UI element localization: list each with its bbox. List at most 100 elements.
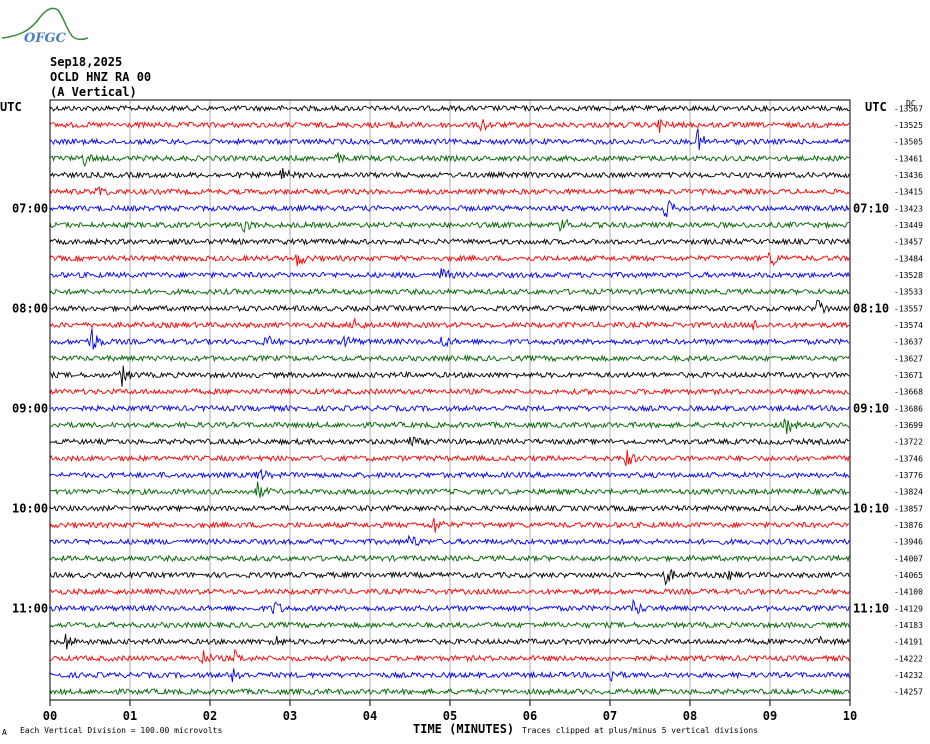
- left-time-label: 07:00: [12, 201, 48, 215]
- trace-8: [49, 218, 850, 234]
- trace-24: [49, 481, 850, 498]
- trace-offset-label: -14183: [894, 621, 923, 630]
- trace-offset-label: -13415: [894, 188, 923, 197]
- x-axis-ticks: 00 01 02 03 04 05 06 07 08 09 10: [43, 700, 857, 723]
- trace-offset-label: -13449: [894, 221, 923, 230]
- trace-13: [49, 299, 850, 315]
- trace-36: [49, 687, 850, 696]
- trace-offset-label: -14257: [894, 688, 923, 697]
- right-time-label: 07:10: [853, 201, 889, 215]
- trace-offset-label: -13746: [894, 454, 923, 463]
- trace-offset-label: -14100: [894, 588, 923, 597]
- footer-mark: A: [2, 728, 7, 737]
- left-time-label: 10:00: [12, 501, 48, 515]
- trace-20: [49, 418, 850, 434]
- x-tick-label-04: 04: [363, 709, 377, 723]
- trace-6: [49, 186, 850, 196]
- title-station: OCLD HNZ RA 00: [50, 70, 151, 84]
- trace-offset-label: -13505: [894, 138, 923, 147]
- trace-offset-label: -13567: [894, 104, 923, 113]
- trace-30: [49, 587, 850, 596]
- trace-28: [49, 554, 850, 563]
- trace-9: [49, 237, 850, 246]
- trace-5: [49, 167, 850, 180]
- trace-offset-label: -13668: [894, 388, 923, 397]
- left-time-label: 08:00: [12, 301, 48, 315]
- trace-31: [49, 598, 850, 615]
- title-component: (A Vertical): [50, 85, 137, 99]
- trace-17: [49, 365, 850, 387]
- seismic-traces: [49, 104, 850, 696]
- trace-21: [49, 436, 850, 447]
- trace-offset-label: -13484: [894, 254, 923, 263]
- logo-mountain-icon: [1, 7, 89, 41]
- trace-12: [49, 287, 850, 296]
- trace-offset-label: -13637: [894, 338, 923, 347]
- footer-scale-note: Each Vertical Division = 100.00 microvol…: [20, 726, 222, 735]
- trace-22: [49, 449, 850, 467]
- trace-offset-label: -14065: [894, 571, 923, 580]
- trace-offset-label: -13574: [894, 321, 923, 330]
- right-time-label: 10:10: [853, 501, 889, 515]
- trace-offset-label: -13776: [894, 471, 923, 480]
- trace-1: [49, 104, 850, 113]
- right-time-label: 11:10: [853, 601, 889, 615]
- x-tick-label-09: 09: [763, 709, 777, 723]
- trace-34: [49, 648, 850, 665]
- trace-offset-label: -13857: [894, 504, 923, 513]
- x-tick-label-01: 01: [123, 709, 137, 723]
- x-tick-label-07: 07: [603, 709, 617, 723]
- trace-18: [49, 387, 850, 396]
- right-time-label: 08:10: [853, 301, 889, 315]
- trace-offset-label: -13699: [894, 421, 923, 430]
- x-tick-label-05: 05: [443, 709, 457, 723]
- trace-26: [49, 517, 850, 533]
- trace-offset-label: -13876: [894, 521, 923, 530]
- right-time-label: 09:10: [853, 401, 889, 415]
- time-gridlines: [129, 100, 771, 700]
- left-time-label: 11:00: [12, 601, 48, 615]
- footer-clip-note: Traces clipped at plus/minus 5 vertical …: [522, 726, 758, 735]
- trace-27: [49, 534, 850, 547]
- trace-35: [49, 668, 850, 683]
- trace-14: [49, 317, 850, 331]
- trace-32: [49, 620, 850, 630]
- trace-offset-label: -13627: [894, 354, 923, 363]
- x-tick-label-10: 10: [843, 709, 857, 723]
- trace-offset-label: -13533: [894, 288, 923, 297]
- trace-offset-label: -13671: [894, 371, 923, 380]
- trace-offset-label: -14222: [894, 654, 923, 663]
- left-axis-label: UTC: [0, 100, 22, 114]
- trace-offset-label: -14129: [894, 604, 923, 613]
- x-axis-title: TIME (MINUTES): [413, 722, 514, 736]
- logo: OFGC: [1, 7, 89, 46]
- right-axis-label: UTC: [865, 100, 887, 114]
- trace-25: [49, 504, 850, 513]
- trace-offset-label: -13423: [894, 204, 923, 213]
- trace-offset-label: -13824: [894, 488, 923, 497]
- trace-offset-label: -13525: [894, 121, 923, 130]
- trace-3: [49, 128, 850, 151]
- trace-33: [49, 633, 850, 650]
- trace-offset-label: -14232: [894, 671, 923, 680]
- trace-offset-label: -14007: [894, 554, 923, 563]
- trace-7: [49, 199, 850, 218]
- trace-offset-label: -14191: [894, 638, 923, 647]
- logo-text: OFGC: [24, 31, 67, 46]
- left-time-label: 09:00: [12, 401, 48, 415]
- trace-offset-label: -13461: [894, 154, 923, 163]
- trace-10: [49, 252, 850, 267]
- trace-11: [49, 268, 850, 280]
- trace-29: [49, 568, 850, 586]
- x-tick-label-08: 08: [683, 709, 697, 723]
- x-tick-label-00: 00: [43, 709, 57, 723]
- trace-4: [49, 152, 850, 168]
- trace-offset-labels: -13567 -13525 -13505 -13461 -13436 -13415 -134…: [894, 104, 923, 696]
- trace-offset-label: -13722: [894, 438, 923, 447]
- x-tick-label-06: 06: [523, 709, 537, 723]
- trace-offset-label: -13557: [894, 304, 923, 313]
- trace-offset-label: -13436: [894, 171, 923, 180]
- right-top-tag: DC: [906, 99, 916, 108]
- trace-offset-label: -13686: [894, 404, 923, 413]
